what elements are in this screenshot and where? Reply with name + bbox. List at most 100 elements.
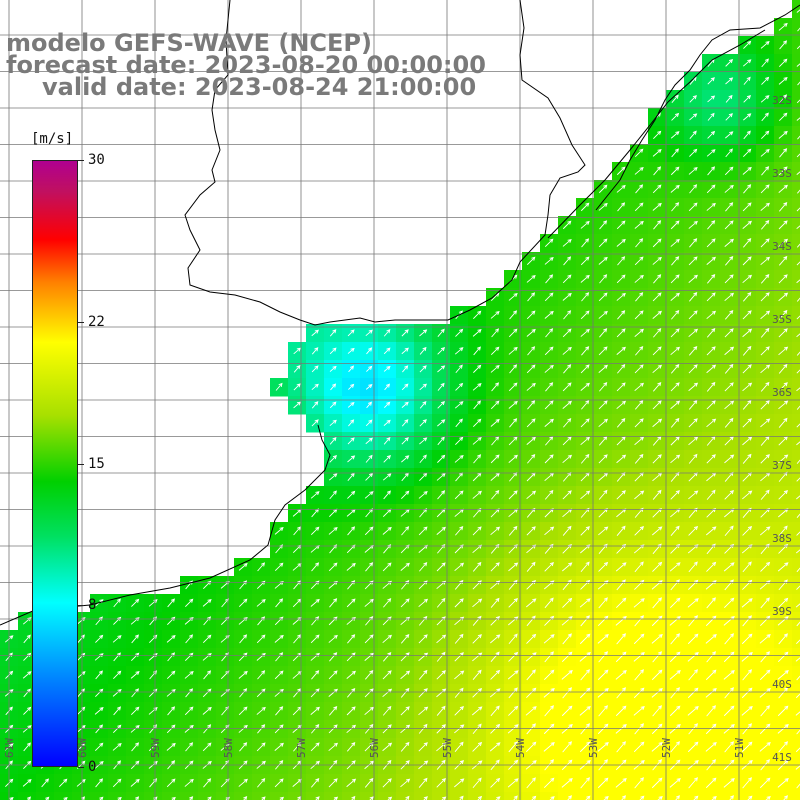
wind-arrow [328, 688, 338, 697]
wind-arrow [527, 400, 536, 410]
wind-arrow [329, 436, 337, 445]
wind-arrow [293, 383, 301, 391]
wind-arrow [275, 382, 283, 391]
wind-arrow [131, 634, 139, 644]
wind-arrow [741, 741, 753, 753]
wind-arrow [687, 633, 699, 645]
wind-arrow [689, 113, 698, 121]
wind-arrow [796, 63, 800, 67]
wind-arrow [112, 742, 122, 751]
colorbar-label: 15 [88, 455, 105, 472]
wind-arrow [436, 688, 447, 698]
wind-cell [612, 792, 631, 800]
wind-arrow [580, 310, 590, 320]
wind-arrow [23, 634, 31, 644]
wind-arrow [724, 220, 734, 230]
wind-arrow [472, 329, 482, 337]
wind-cell [558, 792, 577, 800]
wind-arrow [549, 796, 555, 800]
wind-arrow [454, 778, 465, 788]
wind-arrow [436, 562, 446, 572]
wind-cell [792, 0, 800, 19]
colorbar-tick [78, 160, 84, 161]
wind-cell [792, 36, 800, 55]
wind-arrow [670, 238, 680, 247]
wind-arrow [598, 597, 608, 609]
wind-arrow [580, 723, 590, 735]
wind-arrow [688, 669, 698, 681]
wind-arrow [777, 651, 789, 663]
wind-arrow [706, 381, 716, 392]
wind-arrow [706, 184, 716, 194]
wind-arrow [513, 795, 518, 800]
wind-arrow [346, 598, 356, 608]
wind-arrow [329, 455, 337, 463]
wind-arrow [760, 95, 770, 103]
wind-arrow [778, 292, 789, 302]
wind-arrow [311, 401, 319, 409]
wind-arrow [706, 238, 716, 248]
wind-arrow [687, 706, 699, 716]
wind-arrow [688, 328, 699, 338]
wind-arrow [742, 345, 752, 356]
wind-arrow [778, 363, 788, 374]
wind-arrow [598, 310, 608, 319]
wind-arrow [796, 387, 800, 392]
wind-arrow [257, 670, 266, 680]
wind-arrow [94, 707, 104, 715]
wind-arrow [113, 706, 121, 716]
wind-arrow [490, 526, 501, 536]
wind-arrow [760, 310, 771, 320]
wind-arrow [526, 274, 536, 283]
wind-arrow [401, 437, 409, 445]
wind-arrow [383, 365, 391, 372]
lon-label: 57W [295, 738, 308, 758]
wind-arrow [723, 651, 735, 663]
colorbar-tick [78, 767, 84, 768]
wind-arrow [437, 490, 446, 500]
wind-arrow [365, 329, 373, 337]
wind-arrow [423, 796, 428, 800]
wind-arrow [329, 401, 337, 409]
wind-arrow [543, 742, 555, 752]
wind-arrow [562, 436, 572, 446]
wind-arrow [400, 778, 411, 788]
wind-arrow [437, 454, 446, 463]
wind-arrow [419, 419, 427, 427]
wind-arrow [797, 81, 800, 86]
coastline-lagoon [547, 29, 766, 239]
wind-arrow [437, 328, 445, 337]
wind-arrow [616, 328, 626, 338]
wind-arrow [382, 742, 393, 752]
wind-arrow [597, 688, 609, 698]
wind-arrow [369, 796, 374, 800]
wind-arrow [580, 777, 590, 789]
wind-arrow [347, 437, 355, 445]
wind-arrow [705, 526, 717, 536]
wind-arrow [634, 399, 644, 410]
wind-arrow [759, 777, 771, 789]
wind-arrow [759, 634, 771, 644]
wind-arrow [634, 525, 645, 536]
wind-arrow [706, 597, 716, 609]
wind-arrow [669, 597, 681, 609]
wind-arrow [310, 742, 320, 752]
wind-arrow [562, 741, 572, 753]
wind-cell [684, 792, 703, 800]
wind-arrow [634, 220, 644, 229]
wind-arrow [563, 418, 572, 428]
wind-arrow [472, 418, 482, 428]
wind-cell [414, 792, 433, 800]
wind-cell [162, 792, 181, 800]
colorbar [32, 160, 78, 767]
wind-arrow [525, 652, 537, 662]
wind-arrow [419, 383, 427, 391]
wind-arrow [652, 597, 662, 609]
wind-arrow [634, 310, 644, 320]
wind-arrow [526, 669, 536, 681]
wind-arrow [562, 220, 572, 230]
wind-arrow [778, 166, 788, 176]
wind-arrow [454, 598, 464, 608]
wind-arrow [436, 778, 446, 788]
wind-arrow [597, 669, 609, 681]
